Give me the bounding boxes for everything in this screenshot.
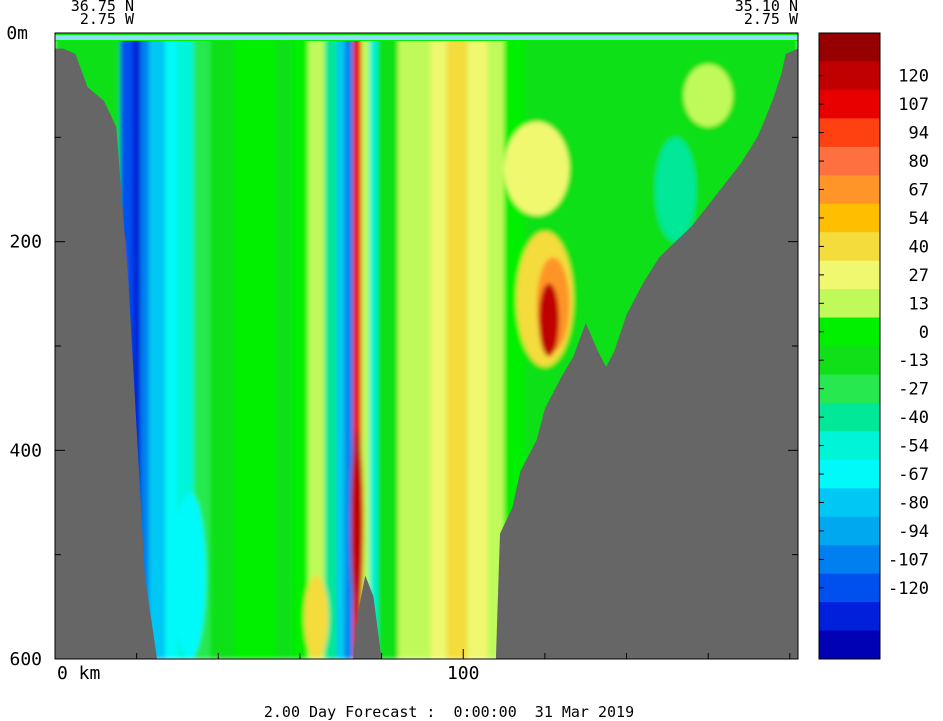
colorbar-label: -54 xyxy=(898,437,929,457)
colorbar-label: 67 xyxy=(909,181,929,201)
colorbar-label: -120 xyxy=(888,579,929,599)
field-anomaly xyxy=(504,121,570,216)
colorbar-swatch xyxy=(819,203,880,233)
field-band xyxy=(487,33,505,659)
colorbar-label: 54 xyxy=(909,209,929,229)
field-band xyxy=(369,33,378,659)
field-band xyxy=(291,33,309,659)
field-band xyxy=(467,33,488,659)
forecast-label: 2.00 Day Forecast : 0:00:00 31 Mar 2019 xyxy=(264,703,634,721)
field-band xyxy=(148,33,166,659)
colorbar-swatch xyxy=(819,175,880,205)
colorbar-swatch xyxy=(819,545,880,575)
colorbar-swatch xyxy=(819,317,880,347)
field-band xyxy=(210,33,235,659)
colorbar-swatch xyxy=(819,573,880,603)
colorbar-swatch xyxy=(819,118,880,148)
seabed-bathymetry xyxy=(55,48,798,659)
section-start-lat: 36.75 N xyxy=(71,0,134,15)
field-anomaly xyxy=(655,137,696,242)
field-band xyxy=(446,33,468,659)
colorbar-label: 0 xyxy=(919,323,929,343)
colorbar-swatch xyxy=(819,602,880,632)
colorbar-label: -107 xyxy=(888,550,929,570)
y-tick-label: 400 xyxy=(9,440,42,461)
colorbar-swatch xyxy=(819,61,880,91)
field-band xyxy=(193,33,211,659)
colorbar: 120 107 94 80 67 54 40 27 13 0 -13 -27 -40 -54 -67 -80 -… xyxy=(818,32,929,660)
colorbar-label: 27 xyxy=(909,266,929,286)
field-band xyxy=(308,33,325,659)
field-band xyxy=(336,33,345,659)
field-band xyxy=(234,33,260,659)
colorbar-swatch xyxy=(819,33,880,62)
section-start-lon: 2.75 W xyxy=(80,10,135,28)
plot-area xyxy=(55,33,798,659)
colorbar-swatch xyxy=(819,374,880,404)
field-band xyxy=(259,33,276,659)
colorbar-swatch xyxy=(819,289,880,319)
field-band xyxy=(361,33,370,659)
section-end-lon: 2.75 W xyxy=(744,10,799,28)
section-end-lat: 35.10 N xyxy=(735,0,798,15)
y-tick-label: 200 xyxy=(9,232,42,253)
colorbar-label: -94 xyxy=(898,522,929,542)
y-axis: 0m 200 400 600 xyxy=(6,23,798,670)
colorbar-label: -40 xyxy=(898,408,929,428)
y-tick-label: 600 xyxy=(9,649,42,670)
field-band xyxy=(377,33,398,659)
y-tick-label: 0m xyxy=(6,23,28,44)
field-anomaly xyxy=(350,429,364,618)
colorbar-swatch xyxy=(819,402,880,432)
colorbar-swatch xyxy=(819,89,880,119)
colorbar-label: 107 xyxy=(898,95,929,115)
colorbar-label: 94 xyxy=(909,124,929,144)
colorbar-swatch xyxy=(819,146,880,176)
colorbar-label: 120 xyxy=(898,67,929,87)
colorbar-label: -67 xyxy=(898,465,929,485)
colorbar-label: 13 xyxy=(909,294,929,314)
field-band xyxy=(132,33,141,659)
field-band xyxy=(140,33,149,659)
field-band xyxy=(344,33,354,659)
x-axis: 0 km 100 xyxy=(54,649,791,684)
colorbar-swatch xyxy=(819,260,880,290)
colorbar-swatch xyxy=(819,459,880,489)
colorbar-label: -80 xyxy=(898,494,929,514)
colorbar-swatch xyxy=(819,346,880,375)
colorbar-label: 80 xyxy=(909,152,929,172)
field-anomaly xyxy=(304,575,329,659)
colorbar-swatch xyxy=(819,431,880,461)
surface-strip-cyan xyxy=(55,35,798,40)
colorbar-swatch xyxy=(819,516,880,546)
colorbar-swatch xyxy=(819,630,880,660)
field-anomaly xyxy=(173,492,207,659)
field-band xyxy=(430,33,447,659)
field-band xyxy=(324,33,337,659)
colorbar-label: -13 xyxy=(898,351,929,371)
x-tick-label: 100 xyxy=(447,663,480,684)
colorbar-label: 40 xyxy=(909,237,929,257)
field-anomaly xyxy=(683,64,733,127)
colorbar-frame xyxy=(818,32,881,660)
field-band xyxy=(275,33,292,659)
colorbar-label: -27 xyxy=(898,380,929,400)
x-tick-label: 0 km xyxy=(57,663,100,684)
colorbar-swatch xyxy=(819,488,880,518)
field-anomaly xyxy=(538,283,560,357)
field-band xyxy=(397,33,431,659)
field-band xyxy=(353,33,362,659)
colorbar-swatch xyxy=(819,232,880,262)
field-band xyxy=(165,33,178,659)
